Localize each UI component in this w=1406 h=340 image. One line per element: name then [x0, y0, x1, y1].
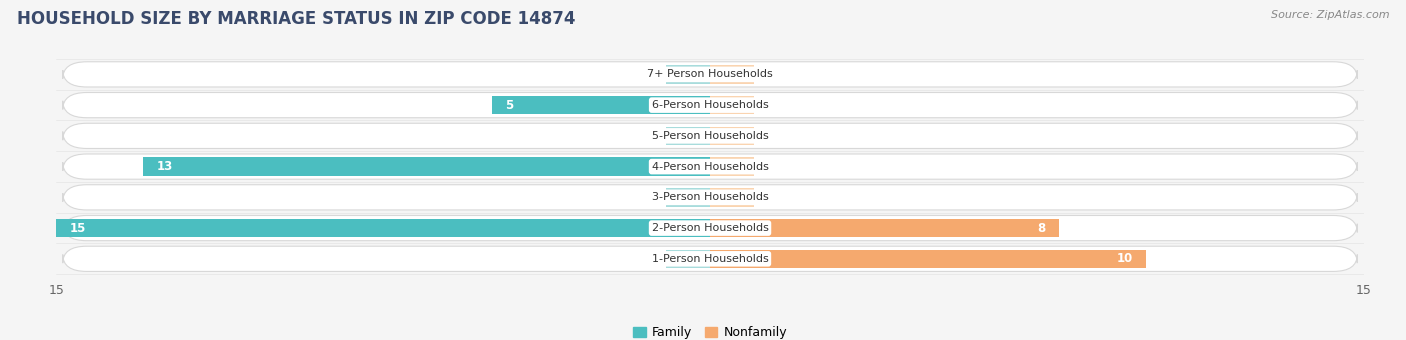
- FancyBboxPatch shape: [63, 246, 1357, 271]
- Text: 10: 10: [1116, 252, 1133, 265]
- Text: 7+ Person Households: 7+ Person Households: [647, 69, 773, 79]
- Text: 13: 13: [156, 160, 173, 173]
- Bar: [710, 157, 754, 176]
- Text: 0: 0: [762, 129, 769, 142]
- FancyBboxPatch shape: [63, 216, 1357, 241]
- Text: 3-Person Households: 3-Person Households: [651, 192, 769, 202]
- Text: 5: 5: [505, 99, 513, 112]
- Bar: [710, 250, 1146, 268]
- Bar: [710, 65, 754, 84]
- Text: 0: 0: [651, 252, 658, 265]
- Text: 0: 0: [762, 68, 769, 81]
- FancyBboxPatch shape: [63, 154, 1357, 179]
- Text: 0: 0: [651, 68, 658, 81]
- Text: 0: 0: [651, 191, 658, 204]
- Bar: [666, 250, 710, 268]
- Text: 6-Person Households: 6-Person Households: [651, 100, 769, 110]
- Bar: [710, 96, 754, 114]
- Text: 2-Person Households: 2-Person Households: [651, 223, 769, 233]
- Bar: [492, 96, 710, 114]
- FancyBboxPatch shape: [63, 92, 1357, 118]
- Bar: [710, 219, 1059, 237]
- Text: 0: 0: [651, 129, 658, 142]
- Bar: [710, 188, 754, 207]
- Text: 0: 0: [762, 191, 769, 204]
- Text: 0: 0: [762, 99, 769, 112]
- Text: Source: ZipAtlas.com: Source: ZipAtlas.com: [1271, 10, 1389, 20]
- Text: 5-Person Households: 5-Person Households: [651, 131, 769, 141]
- FancyBboxPatch shape: [63, 185, 1357, 210]
- FancyBboxPatch shape: [63, 123, 1357, 149]
- Text: 8: 8: [1038, 222, 1046, 235]
- Text: 0: 0: [762, 160, 769, 173]
- Legend: Family, Nonfamily: Family, Nonfamily: [628, 321, 792, 340]
- Text: 4-Person Households: 4-Person Households: [651, 162, 769, 172]
- Text: 1-Person Households: 1-Person Households: [651, 254, 769, 264]
- Bar: [666, 65, 710, 84]
- Text: HOUSEHOLD SIZE BY MARRIAGE STATUS IN ZIP CODE 14874: HOUSEHOLD SIZE BY MARRIAGE STATUS IN ZIP…: [17, 10, 575, 28]
- Bar: [666, 188, 710, 207]
- Bar: [56, 219, 710, 237]
- Bar: [666, 126, 710, 145]
- Bar: [143, 157, 710, 176]
- Text: 15: 15: [69, 222, 86, 235]
- FancyBboxPatch shape: [63, 62, 1357, 87]
- Bar: [710, 126, 754, 145]
